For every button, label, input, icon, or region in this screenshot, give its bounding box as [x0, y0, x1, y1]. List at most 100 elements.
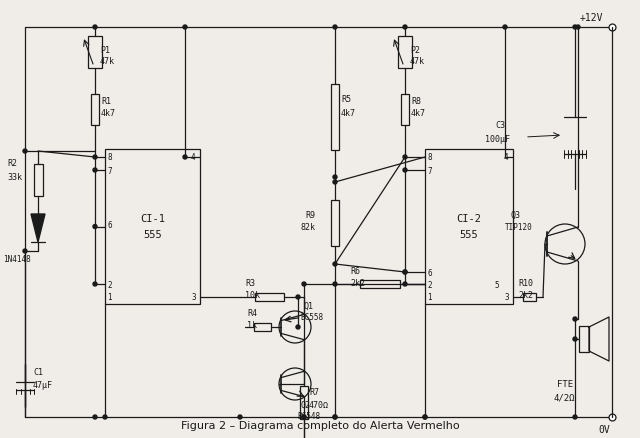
- Circle shape: [183, 26, 187, 30]
- Text: 2: 2: [107, 280, 111, 289]
- Circle shape: [403, 169, 407, 173]
- Text: +12V: +12V: [580, 13, 604, 23]
- Text: 555: 555: [460, 230, 478, 240]
- Bar: [425, 150, 513, 304]
- Text: 4k7: 4k7: [411, 109, 426, 118]
- Circle shape: [403, 283, 407, 286]
- Text: 4k7: 4k7: [341, 108, 356, 117]
- Text: Q3: Q3: [510, 210, 520, 219]
- Circle shape: [403, 155, 407, 159]
- Bar: [331, 85, 339, 151]
- Circle shape: [333, 415, 337, 419]
- Text: Q2: Q2: [300, 399, 310, 409]
- Text: R6: R6: [350, 266, 360, 275]
- Text: 47k: 47k: [410, 57, 425, 66]
- Text: 470Ω: 470Ω: [309, 401, 329, 410]
- Bar: [105, 150, 200, 304]
- Text: 2: 2: [427, 280, 431, 289]
- Circle shape: [23, 249, 27, 254]
- Bar: [398, 37, 412, 69]
- Bar: [33, 165, 42, 197]
- Bar: [300, 385, 308, 419]
- Text: TIP120: TIP120: [505, 222, 532, 231]
- Text: P2: P2: [410, 46, 420, 54]
- Circle shape: [93, 155, 97, 159]
- Text: 3: 3: [504, 293, 509, 302]
- Circle shape: [403, 26, 407, 30]
- Bar: [579, 326, 589, 352]
- Bar: [401, 95, 409, 125]
- Text: R7: R7: [309, 388, 319, 396]
- Polygon shape: [31, 215, 45, 243]
- Text: 1: 1: [107, 293, 111, 302]
- Circle shape: [423, 415, 427, 419]
- Bar: [331, 201, 339, 246]
- Text: 1k: 1k: [247, 321, 257, 330]
- Text: R8: R8: [411, 96, 421, 105]
- Bar: [255, 293, 284, 301]
- Text: 4k7: 4k7: [101, 109, 116, 118]
- Circle shape: [23, 150, 27, 154]
- Circle shape: [573, 26, 577, 30]
- Circle shape: [333, 262, 337, 266]
- Text: 8: 8: [427, 153, 431, 162]
- Bar: [91, 95, 99, 125]
- Circle shape: [93, 415, 97, 419]
- Text: R2: R2: [7, 159, 17, 168]
- Text: C3: C3: [495, 121, 505, 130]
- Circle shape: [503, 26, 507, 30]
- Circle shape: [333, 283, 337, 286]
- Text: R1: R1: [101, 96, 111, 105]
- Circle shape: [302, 415, 306, 419]
- Text: 1: 1: [427, 293, 431, 302]
- Text: CI-2: CI-2: [456, 214, 481, 224]
- Circle shape: [93, 283, 97, 286]
- Circle shape: [296, 295, 300, 299]
- Circle shape: [296, 325, 300, 329]
- Text: R3: R3: [245, 279, 255, 288]
- Text: R9: R9: [305, 210, 315, 219]
- Text: 2k2: 2k2: [350, 278, 365, 287]
- Text: Figura 2 – Diagrama completo do Alerta Vermelho: Figura 2 – Diagrama completo do Alerta V…: [180, 420, 460, 430]
- Circle shape: [183, 155, 187, 159]
- Bar: [253, 323, 271, 331]
- Circle shape: [93, 225, 97, 229]
- Circle shape: [403, 270, 407, 274]
- Text: 33k: 33k: [7, 172, 22, 181]
- Text: 555: 555: [143, 230, 162, 240]
- Text: 7: 7: [427, 166, 431, 175]
- Text: 5: 5: [494, 280, 499, 289]
- Text: FTE: FTE: [557, 380, 573, 389]
- Circle shape: [403, 270, 407, 274]
- Circle shape: [238, 415, 242, 419]
- Text: R4: R4: [247, 309, 257, 318]
- Text: C1: C1: [33, 367, 43, 377]
- Text: 47k: 47k: [100, 57, 115, 66]
- Text: P1: P1: [100, 46, 110, 54]
- Text: 4: 4: [504, 153, 509, 162]
- Circle shape: [576, 26, 580, 30]
- Text: BC558: BC558: [300, 313, 323, 322]
- Text: 3: 3: [191, 293, 196, 302]
- Circle shape: [573, 415, 577, 419]
- Text: CI-1: CI-1: [140, 214, 165, 224]
- Circle shape: [333, 176, 337, 180]
- Circle shape: [423, 415, 427, 419]
- Text: 10k: 10k: [245, 291, 260, 300]
- Circle shape: [333, 26, 337, 30]
- Circle shape: [93, 169, 97, 173]
- Circle shape: [103, 415, 107, 419]
- Text: 4: 4: [191, 153, 196, 162]
- Circle shape: [573, 337, 577, 341]
- Text: 6: 6: [107, 220, 111, 230]
- Circle shape: [93, 26, 97, 30]
- Text: 2k2: 2k2: [518, 291, 533, 300]
- Circle shape: [302, 415, 306, 419]
- Text: 7: 7: [107, 166, 111, 175]
- Text: 82k: 82k: [300, 223, 315, 232]
- Text: R5: R5: [341, 95, 351, 104]
- Text: 47μF: 47μF: [33, 381, 53, 390]
- Text: 4/2Ω: 4/2Ω: [553, 392, 575, 402]
- Bar: [88, 37, 102, 69]
- Bar: [360, 280, 400, 288]
